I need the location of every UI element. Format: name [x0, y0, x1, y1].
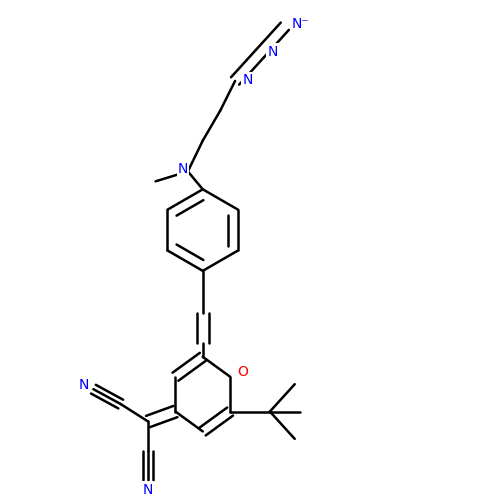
Text: N: N: [143, 482, 154, 496]
Text: N: N: [267, 44, 278, 59]
Text: N⁻: N⁻: [292, 17, 310, 31]
Text: O: O: [237, 365, 248, 379]
Text: N: N: [78, 378, 88, 392]
Text: N: N: [178, 162, 188, 176]
Text: N: N: [242, 73, 252, 87]
